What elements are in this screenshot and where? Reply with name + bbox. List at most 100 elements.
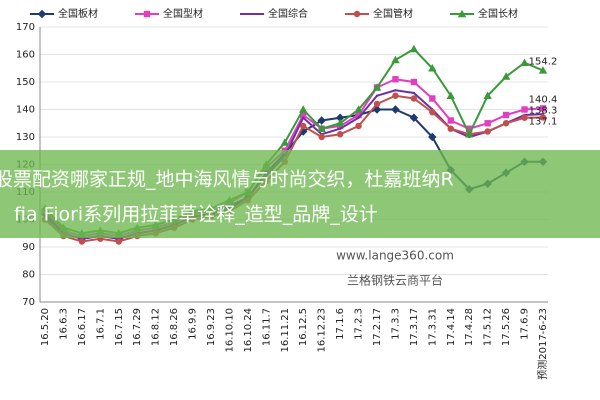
- x-tick-label: 16.9.9: [188, 308, 199, 340]
- marker: [392, 76, 399, 83]
- marker: [372, 83, 382, 91]
- marker: [317, 116, 326, 125]
- marker: [355, 111, 362, 119]
- x-tick-label: 16.12.5: [298, 308, 309, 346]
- x-tick-label: 17.3.17: [409, 308, 420, 346]
- x-tick-label: 16.10.24: [243, 308, 254, 353]
- plot: 70809010011012013014015016017016.5.2016.…: [16, 7, 557, 380]
- x-tick-label: 16.7.15: [114, 308, 125, 346]
- marker: [539, 114, 547, 121]
- marker: [501, 72, 511, 80]
- x-tick-label: 16.7.1: [95, 308, 106, 340]
- marker: [465, 130, 474, 138]
- marker: [391, 55, 400, 64]
- legend-label: 全国型材: [163, 7, 203, 20]
- y-tick-label: 70: [22, 297, 35, 308]
- marker: [335, 119, 345, 127]
- marker: [521, 114, 528, 121]
- marker: [373, 100, 381, 108]
- value-label: 154.2: [529, 56, 558, 67]
- marker: [520, 58, 529, 66]
- x-tick-label: 17.5.26: [501, 308, 512, 346]
- y-tick-label: 140: [16, 105, 35, 116]
- banner-text: fia Fiori系列用拉菲草诠释_造型_品牌_设计: [14, 204, 378, 226]
- x-tick-label: 17.6.9: [520, 308, 531, 340]
- x-tick-label: 16.5.20: [40, 308, 51, 346]
- x-tick-label: 17.4.14: [446, 308, 457, 346]
- x-tick-label: 17.3.3: [390, 308, 401, 340]
- x-tick-label: 17.3.31: [427, 308, 438, 346]
- x-tick-label: 16.8.26: [169, 308, 180, 346]
- x-tick-label: 16.6.3: [58, 308, 69, 340]
- marker: [428, 132, 437, 142]
- x-tick-label: 16.11.21: [280, 308, 291, 353]
- marker: [354, 105, 363, 113]
- marker: [410, 78, 418, 86]
- x-tick-label: 16.10.10: [224, 308, 235, 353]
- value-label: 140.4: [529, 94, 558, 105]
- marker: [338, 127, 342, 130]
- y-tick-label: 150: [16, 77, 35, 88]
- x-tick-label: 16.12.23: [317, 308, 328, 353]
- legend-label: 全国管材: [373, 7, 413, 20]
- marker: [539, 105, 547, 112]
- marker: [394, 89, 397, 92]
- series-line: [44, 94, 544, 243]
- marker: [447, 125, 454, 132]
- marker: [409, 44, 419, 53]
- marker: [502, 120, 510, 127]
- marker: [355, 122, 362, 130]
- marker: [299, 105, 308, 113]
- banner-bg: [0, 150, 600, 238]
- marker: [391, 105, 400, 114]
- marker: [447, 117, 454, 124]
- marker: [78, 238, 86, 245]
- legend-label: 全国综合: [268, 7, 308, 20]
- legend-label: 全国长材: [478, 7, 518, 20]
- x-tick-label: 17.2.3: [354, 308, 365, 340]
- marker: [429, 95, 436, 102]
- marker: [143, 10, 151, 18]
- marker: [412, 91, 416, 95]
- marker: [484, 120, 491, 127]
- y-tick-label: 130: [16, 132, 35, 143]
- x-tick-label: 17.2.17: [372, 308, 383, 346]
- value-label: 138.3: [529, 105, 558, 116]
- marker: [299, 127, 308, 136]
- x-tick-label: 16.8.12: [151, 308, 162, 346]
- x-tick-label: 17.5.12: [483, 308, 494, 346]
- marker: [115, 238, 122, 245]
- y-tick-label: 160: [16, 50, 35, 61]
- marker: [318, 133, 325, 141]
- marker: [521, 106, 528, 113]
- y-tick-label: 170: [16, 22, 35, 33]
- y-tick-label: 90: [22, 242, 35, 253]
- marker: [353, 10, 361, 18]
- x-tick-label: 16.9.23: [206, 308, 217, 346]
- marker: [302, 116, 305, 119]
- marker: [409, 113, 419, 122]
- marker: [280, 138, 289, 146]
- banner-text: 股票配资哪家正规_地中海风情与时尚交织，杜嘉班纳R: [0, 169, 454, 191]
- x-tick-label: 17.1.6: [335, 308, 346, 340]
- marker: [502, 111, 510, 119]
- value-label: 137.1: [529, 116, 558, 127]
- marker: [466, 125, 473, 132]
- x-tick-label: 16.6.17: [77, 308, 88, 346]
- x-tick-label: 17.4.28: [464, 308, 475, 346]
- marker: [428, 64, 437, 72]
- legend-label: 全国板材: [58, 7, 98, 20]
- y-tick-label: 80: [22, 270, 35, 281]
- marker: [429, 109, 436, 116]
- marker: [375, 94, 379, 97]
- x-tick-label: 16.7.29: [132, 308, 143, 346]
- marker: [484, 128, 491, 135]
- marker: [483, 91, 492, 99]
- marker: [457, 9, 467, 18]
- marker: [300, 111, 307, 119]
- marker: [392, 92, 399, 99]
- marker: [538, 66, 548, 74]
- marker: [37, 9, 47, 19]
- marker: [335, 113, 345, 122]
